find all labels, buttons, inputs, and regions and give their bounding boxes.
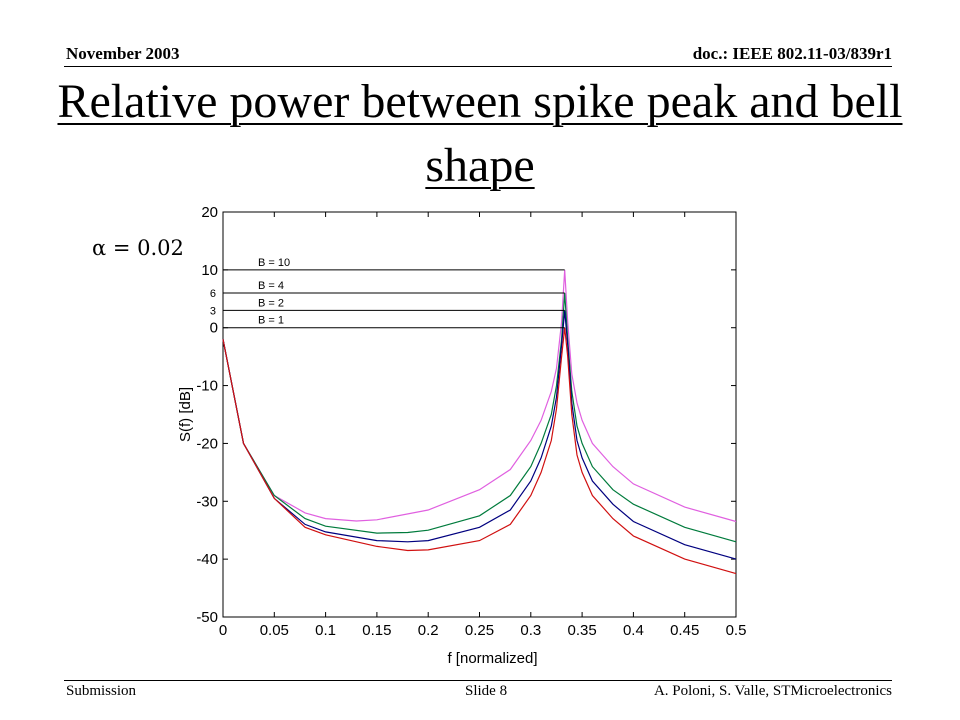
level-tick-label: 3 (210, 305, 216, 317)
series-line-3 (222, 310, 737, 560)
x-tick-label: 0.15 (362, 622, 391, 639)
x-tick-label: 0.2 (418, 622, 439, 639)
x-tick-label: 0.05 (260, 622, 289, 639)
level-marker-label: B = 4 (258, 280, 284, 292)
x-tick-label: 0.35 (567, 622, 596, 639)
footer-slide-number: Slide 8 (465, 683, 508, 699)
y-tick-label: 20 (201, 204, 218, 221)
x-tick-label: 0.3 (520, 622, 541, 639)
x-axis-label: f [normalized] (447, 650, 537, 667)
x-tick-label: 0.25 (465, 622, 494, 639)
plot-frame (222, 211, 737, 618)
y-tick-label: -50 (196, 609, 218, 626)
series-line-1 (222, 269, 737, 523)
y-tick-label: 10 (201, 262, 218, 279)
footer-divider (64, 680, 892, 681)
y-tick-label: -30 (196, 493, 218, 510)
y-tick-label: -20 (196, 435, 218, 452)
x-tick-label: 0 (219, 622, 227, 639)
level-tick-label: 6 (210, 288, 216, 300)
x-tick-label: 0.5 (726, 622, 747, 639)
footer-submission: Submission (66, 683, 137, 699)
header-doc-id: doc.: IEEE 802.11-03/839r1 (692, 44, 892, 63)
y-axis-label: S(f) [dB] (177, 387, 194, 442)
header-date: November 2003 (66, 44, 180, 63)
slide-title: Relative power between spike peak and be… (57, 75, 903, 192)
y-tick-label: 0 (210, 320, 218, 337)
series-line-2 (222, 292, 737, 543)
x-tick-label: 0.1 (315, 622, 336, 639)
x-tick-label: 0.4 (623, 622, 644, 639)
footer-authors: A. Poloni, S. Valle, STMicroelectronics (653, 683, 892, 699)
y-tick-label: -40 (196, 551, 218, 568)
level-marker-label: B = 1 (258, 315, 284, 327)
level-marker-label: B = 10 (258, 257, 290, 269)
level-marker-label: B = 2 (258, 297, 284, 309)
x-tick-label: 0.45 (670, 622, 699, 639)
series-line-4 (222, 327, 737, 575)
header-divider (64, 66, 892, 67)
y-tick-label: -10 (196, 378, 218, 395)
alpha-parameter-label: α = 0.02 (92, 236, 184, 260)
